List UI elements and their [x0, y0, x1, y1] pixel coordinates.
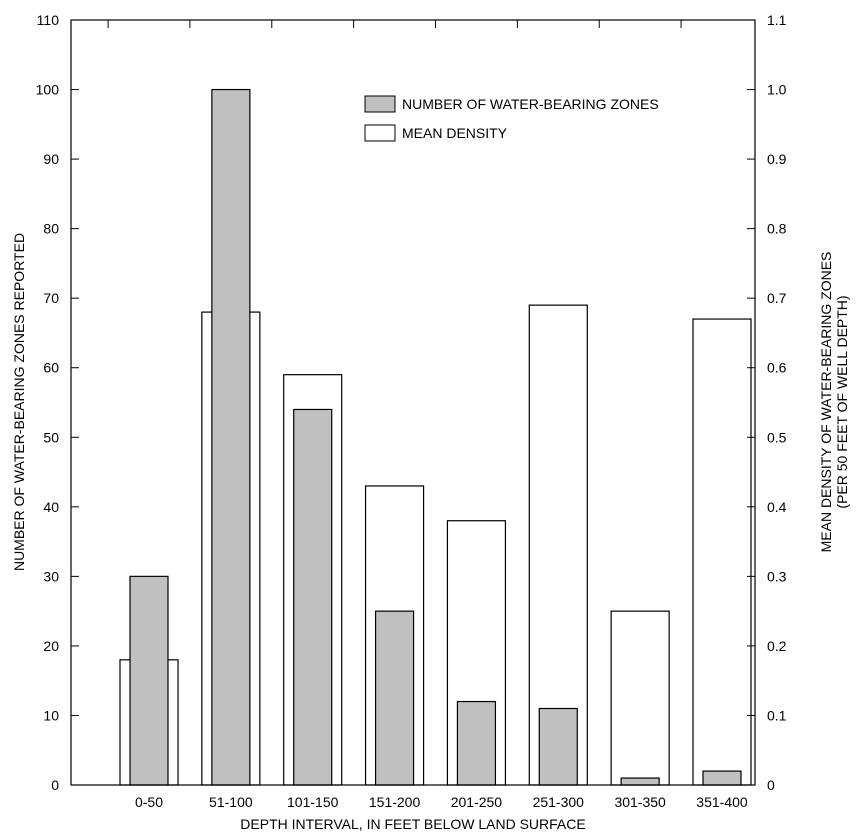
x-tick-label-201-250: 201-250: [451, 794, 503, 810]
legend-swatch-density: [364, 124, 396, 142]
bar-mean-density-351-400: [692, 318, 752, 786]
y-tick-label-left: 50: [43, 429, 59, 445]
bar-count-51-100: [211, 88, 251, 786]
y-tick-label-right: 0.2: [767, 638, 787, 654]
bar-count-151-200: [374, 610, 415, 786]
y-tick-label-right: 0: [767, 777, 775, 793]
y-tick-label-right: 0.5: [767, 429, 787, 445]
y-tick-label-left: 80: [43, 221, 59, 237]
y-tick-label-right: 0.4: [767, 499, 787, 515]
y-tick-label-right: 0.1: [767, 707, 787, 723]
x-tick-label-251-300: 251-300: [533, 794, 585, 810]
bar-count-351-400: [702, 770, 742, 786]
y-tick-label-left: 0: [51, 777, 59, 793]
y-tick-label-left: 10: [43, 707, 59, 723]
bar-count-0-50: [129, 575, 169, 786]
bar-mean-density-301-350: [610, 610, 670, 786]
legend: NUMBER OF WATER-BEARING ZONES MEAN DENSI…: [364, 95, 659, 142]
y-tick-label-left: 40: [43, 499, 59, 515]
y-tick-label-left: 70: [43, 290, 59, 306]
bar-count-301-350: [620, 777, 660, 786]
y-tick-label-right: 0.7: [767, 290, 787, 306]
y-axis-title-left: NUMBER OF WATER-BEARING ZONES REPORTED: [11, 233, 27, 571]
y-tick-label-right: 1.0: [767, 82, 787, 98]
x-axis-title: DEPTH INTERVAL, IN FEET BELOW LAND SURFA…: [240, 816, 585, 832]
y-tick-label-right: 0.9: [767, 151, 787, 167]
bar-count-251-300: [538, 707, 578, 786]
plot-frame: [70, 19, 756, 786]
legend-label-density: MEAN DENSITY: [402, 125, 508, 141]
y-tick-label-right: 1.1: [767, 12, 787, 28]
y-tick-label-right: 0.6: [767, 360, 787, 376]
bar-count-101-150: [293, 408, 333, 786]
x-tick-label-151-200: 151-200: [369, 794, 421, 810]
x-tick-label-101-150: 101-150: [287, 794, 339, 810]
x-tick-label-51-100: 51-100: [209, 794, 253, 810]
y-tick-label-right: 0.8: [767, 221, 787, 237]
y-tick-label-left: 20: [43, 638, 59, 654]
y-tick-label-right: 0.3: [767, 568, 787, 584]
ticks-layer: [71, 19, 755, 786]
y-tick-label-left: 30: [43, 568, 59, 584]
bar-count-201-250: [456, 700, 497, 786]
y-tick-label-left: 90: [43, 151, 59, 167]
bars-layer: [119, 88, 752, 786]
y-tick-label-left: 100: [36, 82, 60, 98]
legend-swatch-count: [364, 95, 396, 113]
x-tick-label-0-50: 0-50: [135, 794, 163, 810]
legend-label-count: NUMBER OF WATER-BEARING ZONES: [402, 96, 659, 112]
x-tick-label-351-400: 351-400: [696, 794, 748, 810]
labels-layer: 0 10 20 30 40 50 60 70 80 90 100 110 0 0.1 0.2 0.3 0.4 0.…: [36, 12, 787, 810]
y-axis-title-right-line1: MEAN DENSITY OF WATER-BEARING ZONES: [818, 252, 834, 553]
x-tick-label-301-350: 301-350: [614, 794, 666, 810]
y-tick-label-left: 60: [43, 360, 59, 376]
y-axis-title-right-line2: (PER 50 FEET OF WELL DEPTH): [834, 295, 850, 508]
bar-mean-density-251-300: [528, 304, 588, 786]
y-tick-label-left: 110: [37, 12, 60, 28]
